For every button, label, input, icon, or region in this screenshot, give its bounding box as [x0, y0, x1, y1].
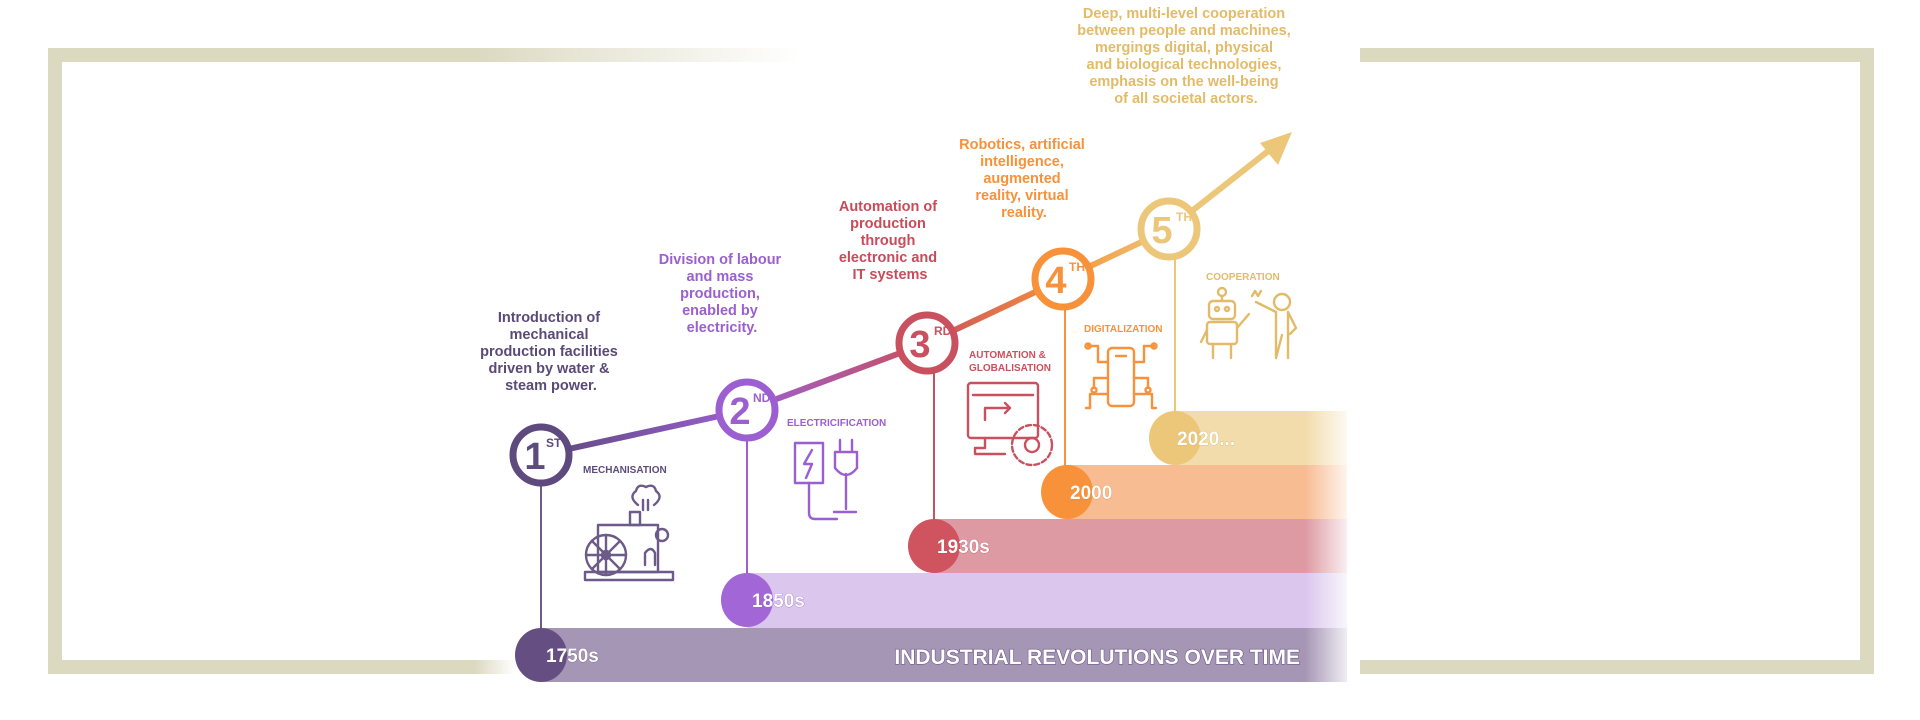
year-label: 1750s	[546, 646, 599, 667]
year-dot-2020	[1149, 411, 1201, 465]
arrow-head-icon	[1260, 132, 1292, 165]
bar-1750s	[541, 628, 1347, 682]
svg-text:RD: RD	[934, 324, 952, 338]
year-label: 1850s	[752, 591, 805, 612]
electric-plug-icon	[793, 438, 859, 521]
year-dot-1930s	[908, 519, 960, 573]
year-dot-2000	[1041, 465, 1093, 519]
stage-5-label: COOPERATION	[1206, 272, 1280, 283]
year-label: 2020...	[1177, 429, 1235, 450]
stage-4-description: Robotics, artificial intelligence, augme…	[959, 137, 1089, 221]
year-label: 2000	[1070, 483, 1112, 504]
stage-3-description: Automation of production through electro…	[839, 199, 941, 283]
steam-engine-icon	[583, 484, 675, 582]
stage-1-description: Introduction of mechanical production fa…	[480, 310, 622, 394]
svg-text:2: 2	[729, 391, 750, 433]
bar-1930s	[934, 519, 1347, 573]
svg-text:1: 1	[524, 436, 545, 478]
stage-4-ring: 4 TH	[1031, 247, 1095, 311]
stage-2-label: ELECTRICIFICATION	[787, 418, 886, 429]
svg-text:ST: ST	[546, 436, 562, 450]
svg-text:TH: TH	[1176, 210, 1192, 224]
year-dot-1850s	[721, 573, 773, 627]
stage-1-ring: 1 ST	[509, 423, 573, 487]
circuit-chip-icon	[1084, 342, 1158, 410]
svg-text:ND: ND	[753, 391, 771, 405]
stage-1-label: MECHANISATION	[583, 465, 667, 476]
stage-5-ring: 5 TH	[1137, 197, 1201, 261]
year-label: 1930s	[937, 537, 990, 558]
stage-2-ring: 2 ND	[715, 378, 779, 442]
robot-human-icon	[1199, 286, 1298, 360]
stage-5-description: Deep, multi-level cooperation between pe…	[1077, 6, 1295, 107]
svg-text:4: 4	[1045, 260, 1066, 302]
infographic-title: INDUSTRIAL REVOLUTIONS OVER TIME	[894, 646, 1300, 669]
year-markers: 1750s 1850s 1930s 2000 2020... INDUSTRIA…	[515, 411, 1301, 682]
svg-text:3: 3	[909, 324, 930, 366]
stage-3-label: AUTOMATION & GLOBALISATION	[969, 350, 1051, 374]
bar-1850s	[747, 573, 1347, 628]
timeline-bars	[541, 405, 1355, 687]
progress-line	[540, 132, 1292, 458]
stage-4-label: DIGITALIZATION	[1084, 324, 1163, 335]
svg-text:5: 5	[1151, 210, 1172, 252]
drop-lines	[540, 258, 1176, 640]
stage-2-description: Division of labour and mass production, …	[659, 252, 785, 336]
bar-2000	[1067, 465, 1347, 519]
year-dot-1750s	[515, 628, 567, 682]
svg-text:TH: TH	[1069, 260, 1085, 274]
computer-gear-icon	[966, 381, 1054, 467]
stage-3-ring: 3 RD	[895, 311, 959, 375]
